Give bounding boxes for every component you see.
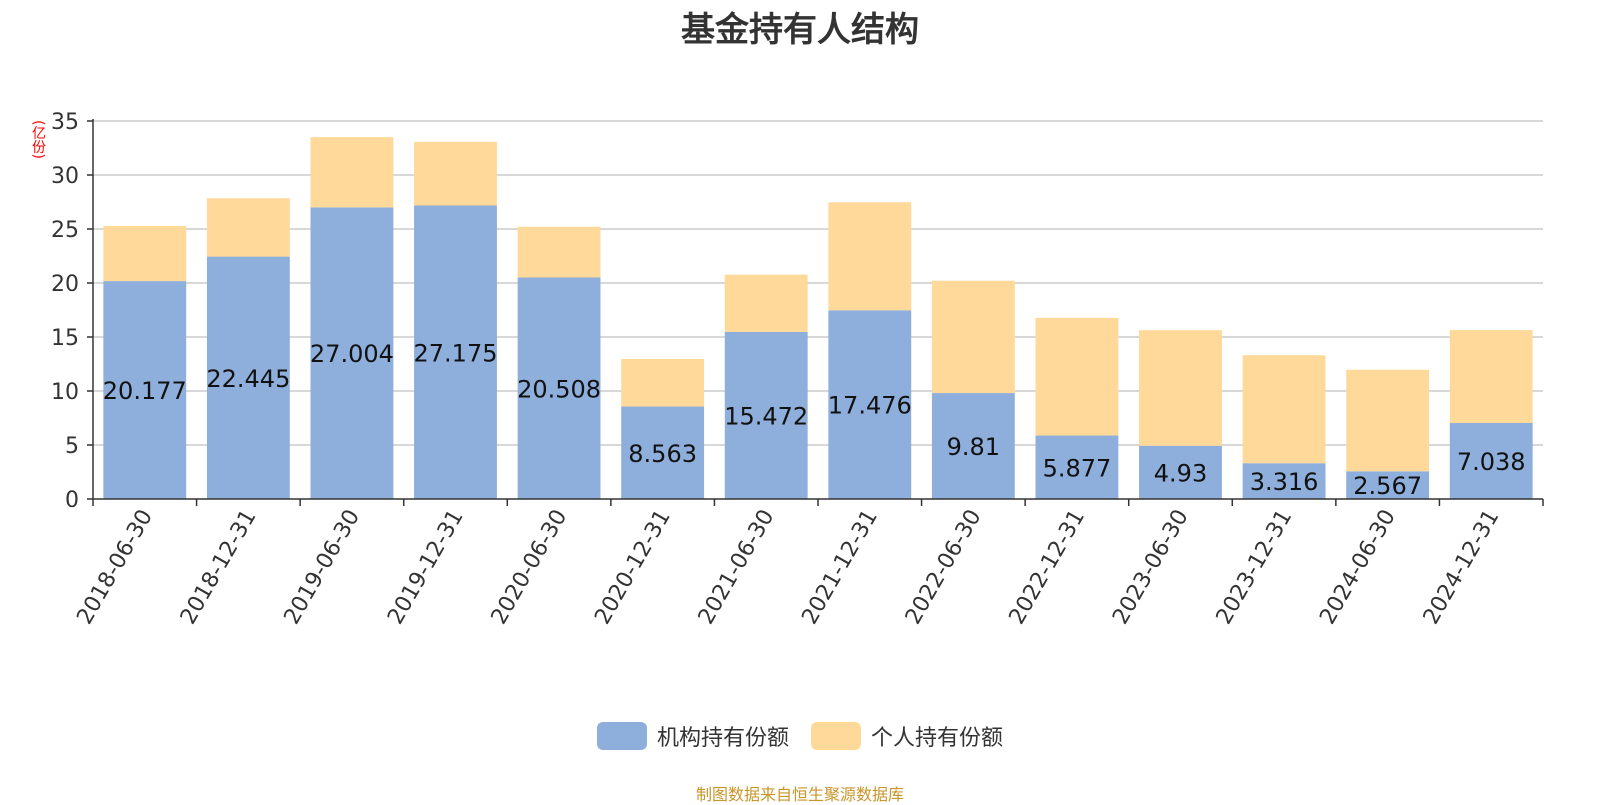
- data-label-institutional: 2.567: [1353, 472, 1422, 500]
- data-label-institutional: 27.004: [310, 340, 394, 368]
- bar-individual[interactable]: [1139, 330, 1222, 446]
- x-tick-label: 2023-12-31: [1212, 506, 1298, 629]
- y-tick-label: 30: [51, 164, 79, 189]
- data-label-institutional: 5.877: [1043, 454, 1112, 482]
- data-label-institutional: 22.445: [206, 365, 290, 393]
- x-tick-label: 2018-12-31: [176, 506, 262, 629]
- bar-institutional[interactable]: [206, 256, 290, 499]
- bar-individual[interactable]: [1035, 317, 1119, 436]
- bar-individual[interactable]: [621, 358, 705, 407]
- x-tick-label: 2024-12-31: [1419, 506, 1505, 629]
- bar-individual[interactable]: [931, 280, 1015, 394]
- bar-individual[interactable]: [103, 226, 187, 282]
- legend-item-individual[interactable]: 个人持有份额: [811, 720, 1003, 752]
- y-tick-label: 25: [51, 218, 79, 243]
- y-tick-label: 35: [51, 110, 79, 135]
- x-tick-label: 2020-12-31: [590, 506, 676, 629]
- bar-institutional[interactable]: [1449, 422, 1533, 499]
- x-tick-label: 2024-06-30: [1315, 506, 1401, 629]
- bar-institutional[interactable]: [517, 277, 601, 499]
- data-label-institutional: 20.177: [103, 377, 187, 405]
- x-tick-label: 2021-06-30: [694, 506, 780, 629]
- data-label-institutional: 9.81: [947, 433, 1000, 461]
- y-tick-label: 20: [51, 272, 79, 297]
- y-tick-label: 5: [65, 434, 79, 459]
- legend-swatch-individual: [811, 722, 861, 750]
- bar-individual[interactable]: [724, 274, 808, 332]
- data-label-institutional: 3.316: [1250, 468, 1319, 496]
- bar-institutional[interactable]: [414, 205, 497, 499]
- data-label-institutional: 27.175: [414, 339, 498, 367]
- x-tick-label: 2018-06-30: [72, 506, 158, 629]
- data-label-institutional: 7.038: [1457, 448, 1526, 476]
- bar-individual[interactable]: [1449, 330, 1533, 423]
- bar-institutional[interactable]: [931, 393, 1015, 499]
- bar-individual[interactable]: [310, 137, 394, 208]
- y-tick-label: 0: [65, 488, 79, 513]
- x-tick-label: 2023-06-30: [1108, 506, 1194, 629]
- x-tick-label: 2020-06-30: [487, 506, 573, 629]
- bar-individual[interactable]: [414, 141, 497, 206]
- bars: [103, 137, 1533, 499]
- bar-individual[interactable]: [1346, 369, 1430, 472]
- legend-swatch-institutional: [596, 722, 647, 750]
- x-tick-label: 2019-06-30: [280, 506, 366, 629]
- bar-institutional[interactable]: [1346, 471, 1430, 499]
- y-axis-unit-label: (亿份): [30, 120, 46, 159]
- legend-item-institutional[interactable]: 机构持有份额: [596, 720, 789, 752]
- bar-institutional[interactable]: [1035, 435, 1119, 499]
- bar-individual[interactable]: [517, 226, 601, 278]
- x-tick-label: 2022-12-31: [1005, 506, 1091, 629]
- source-note: 制图数据来自恒生聚源数据库: [695, 785, 904, 804]
- bar-institutional[interactable]: [1242, 463, 1326, 499]
- data-label-institutional: 15.472: [724, 402, 808, 430]
- data-label-institutional: 17.476: [828, 392, 912, 420]
- legend-label-individual: 个人持有份额: [871, 726, 1004, 751]
- x-tick-label: 2019-12-31: [383, 506, 469, 629]
- chart-title: 基金持有人结构: [681, 10, 919, 50]
- data-label-institutional: 20.508: [517, 375, 601, 403]
- x-tick-label: 2022-06-30: [901, 506, 987, 629]
- data-label-institutional: 8.563: [628, 440, 697, 468]
- y-tick-label: 10: [51, 380, 79, 405]
- data-label-institutional: 4.93: [1154, 459, 1207, 487]
- legend: 机构持有份额 个人持有份额: [0, 720, 1600, 752]
- bar-institutional[interactable]: [103, 281, 187, 499]
- bar-individual[interactable]: [828, 202, 912, 311]
- bar-individual[interactable]: [1242, 355, 1326, 464]
- bar-institutional[interactable]: [1139, 445, 1222, 499]
- bar-institutional[interactable]: [621, 406, 705, 499]
- x-tick-label: 2021-12-31: [797, 506, 883, 629]
- legend-label-institutional: 机构持有份额: [656, 726, 789, 751]
- bar-individual[interactable]: [206, 198, 290, 257]
- bar-institutional[interactable]: [310, 207, 394, 499]
- axes: [87, 119, 1544, 506]
- bar-institutional[interactable]: [724, 331, 808, 499]
- bar-institutional[interactable]: [828, 310, 912, 499]
- y-tick-label: 15: [51, 326, 79, 351]
